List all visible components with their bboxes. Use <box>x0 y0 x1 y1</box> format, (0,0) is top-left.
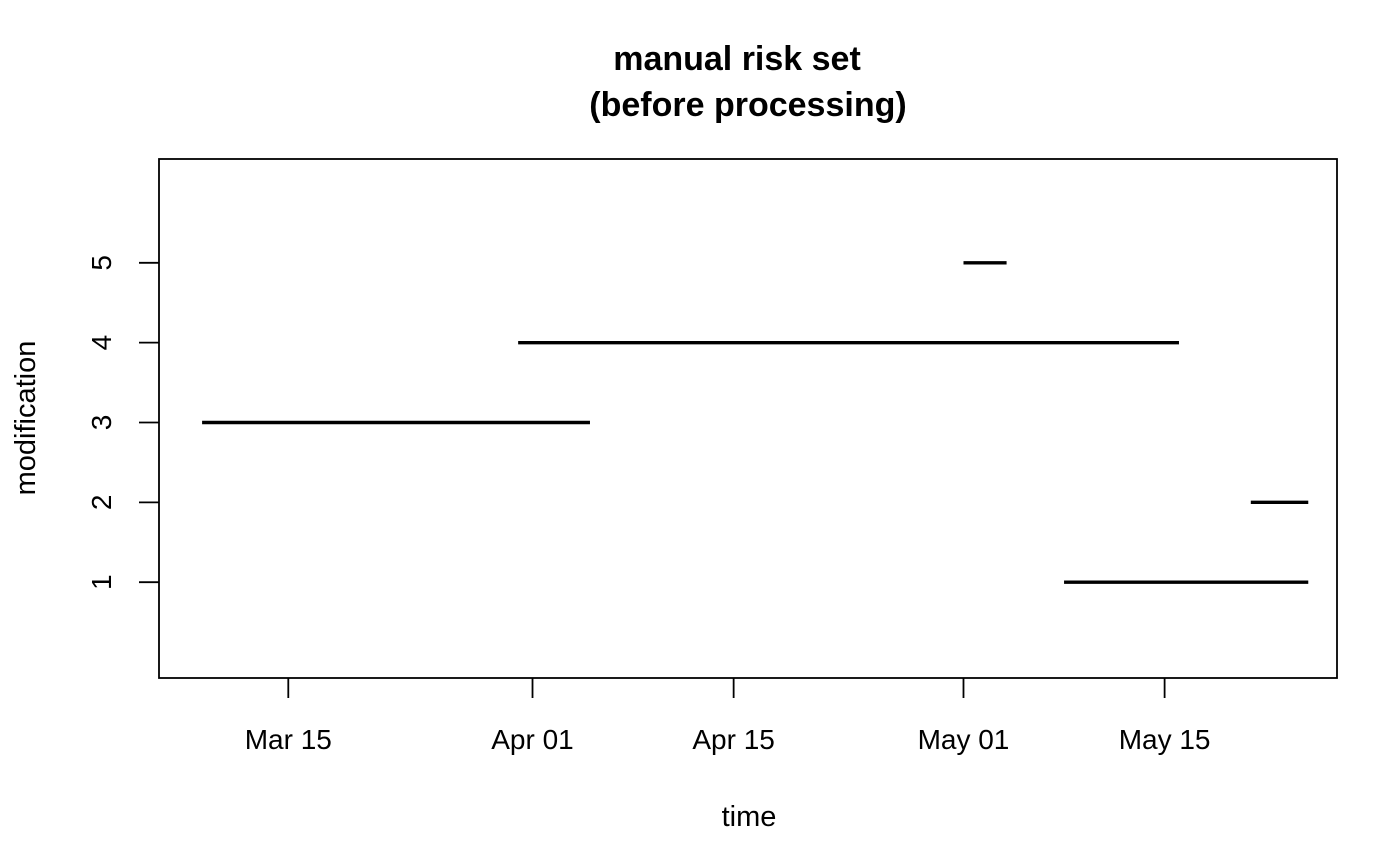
x-tick-label: May 15 <box>1119 724 1211 755</box>
x-tick-label: Apr 01 <box>491 724 574 755</box>
y-tick-label: 4 <box>86 335 117 351</box>
y-tick-label: 3 <box>86 415 117 431</box>
x-tick-label: Mar 15 <box>245 724 332 755</box>
y-tick-label: 1 <box>86 574 117 590</box>
x-axis: Mar 15 Apr 01 Apr 15 May 01 May 15 <box>245 678 1211 755</box>
y-axis-label: modification <box>10 341 42 496</box>
x-tick-label: May 01 <box>918 724 1010 755</box>
x-axis-label: time <box>722 801 777 833</box>
plot-frame <box>158 158 1338 679</box>
chart-title: manual risk set <box>613 40 861 78</box>
y-axis: 1 2 3 4 5 <box>86 255 159 590</box>
y-tick-label: 5 <box>86 255 117 271</box>
segments-layer <box>202 261 1309 584</box>
y-tick-label: 2 <box>86 495 117 511</box>
chart-subtitle: (before processing) <box>589 86 906 124</box>
x-tick-label: Apr 15 <box>692 724 775 755</box>
